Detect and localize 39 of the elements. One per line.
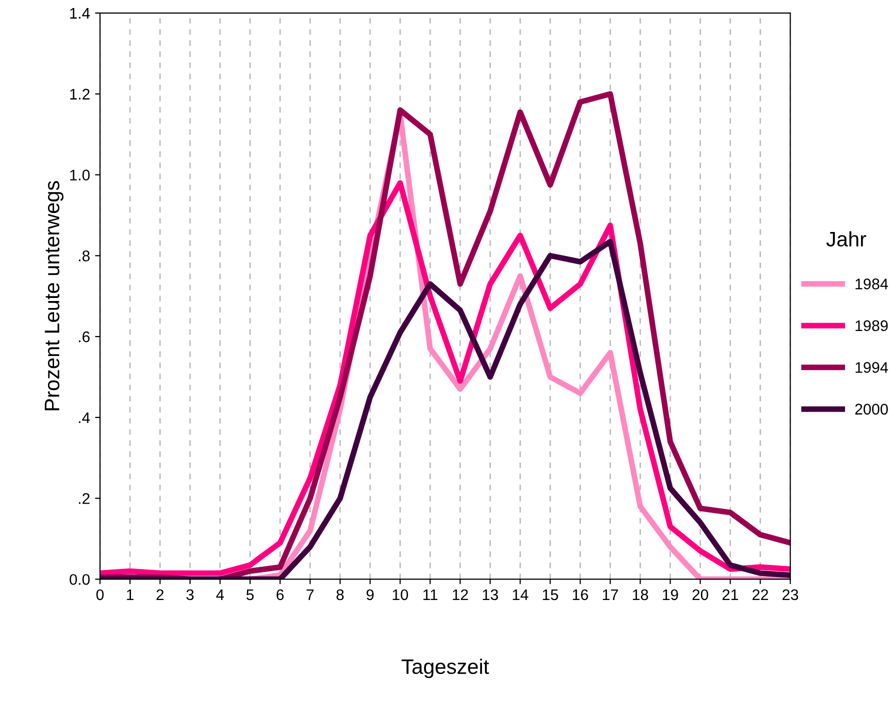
x-tick-label: 10 [392, 589, 408, 600]
y-tick-label: .4 [78, 412, 90, 423]
x-tick-label: 17 [602, 589, 618, 600]
x-tick-label: 3 [186, 589, 194, 600]
x-tick-label: 13 [482, 589, 498, 600]
legend-label: 1989 [856, 320, 888, 332]
x-tick-label: 22 [752, 589, 768, 600]
x-tick-label: 7 [306, 589, 314, 600]
x-tick-label: 21 [722, 589, 738, 600]
legend-label: 1994 [856, 362, 888, 373]
x-tick-label: 2 [156, 589, 164, 600]
y-tick-label: .8 [78, 250, 90, 262]
legend-label: 2000 [855, 404, 888, 415]
x-tick-label: 18 [632, 589, 648, 600]
legend-label: 1984 [856, 278, 888, 290]
y-tick-label: 1.2 [70, 88, 90, 100]
x-tick-label: 23 [782, 589, 798, 600]
x-tick-label: 4 [216, 589, 224, 600]
y-tick-label: 1.4 [70, 8, 90, 19]
x-tick-label: 6 [276, 589, 284, 600]
legend-title: Jahr [826, 231, 866, 247]
x-tick-label: 1 [126, 589, 134, 600]
y-axis-title: Prozent Leute unterwegs [44, 181, 64, 410]
x-tick-label: 14 [512, 589, 528, 600]
x-tick-label: 5 [246, 589, 254, 600]
y-tick-label: .6 [78, 331, 90, 342]
x-tick-label: 11 [423, 589, 438, 600]
x-tick-label: 0 [96, 589, 104, 600]
x-tick-label: 16 [572, 589, 588, 600]
y-tick-label: 1.0 [70, 170, 90, 180]
x-tick-label: 20 [692, 589, 708, 600]
x-tick-label: 12 [452, 589, 468, 600]
x-tick-label: 9 [366, 589, 374, 600]
y-tick-label: 0.0 [70, 574, 90, 585]
x-tick-label: 19 [662, 589, 678, 600]
x-axis-title: Tageszeit [402, 658, 490, 678]
y-tick-label: .2 [78, 493, 90, 504]
x-tick-label: 8 [336, 589, 344, 600]
x-tick-label: 15 [542, 589, 558, 600]
